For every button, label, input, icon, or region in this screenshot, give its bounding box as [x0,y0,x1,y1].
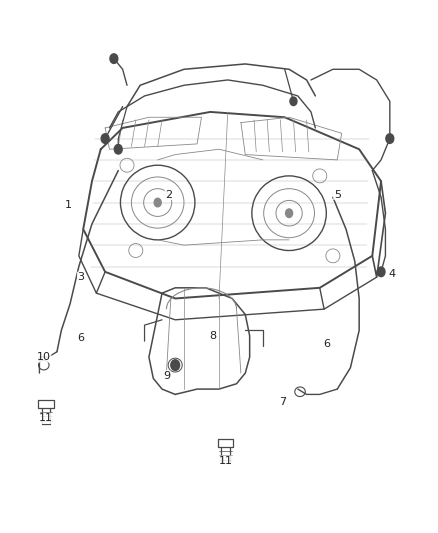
Text: 8: 8 [209,331,216,341]
Text: 9: 9 [163,371,170,381]
Circle shape [377,267,385,277]
Text: 6: 6 [78,334,85,343]
Circle shape [154,198,161,207]
Text: 7: 7 [279,398,286,407]
Text: 11: 11 [39,414,53,423]
Circle shape [101,134,109,143]
Text: 10: 10 [37,352,51,362]
Circle shape [286,209,293,217]
Text: 3: 3 [78,272,85,282]
Text: 6: 6 [323,339,330,349]
Text: 4: 4 [389,270,396,279]
Circle shape [114,144,122,154]
Circle shape [110,54,118,63]
Text: 11: 11 [219,456,233,466]
Circle shape [386,134,394,143]
Circle shape [290,97,297,106]
Text: 5: 5 [334,190,341,199]
Circle shape [171,360,180,370]
Text: 1: 1 [64,200,71,210]
Text: 2: 2 [165,190,172,199]
